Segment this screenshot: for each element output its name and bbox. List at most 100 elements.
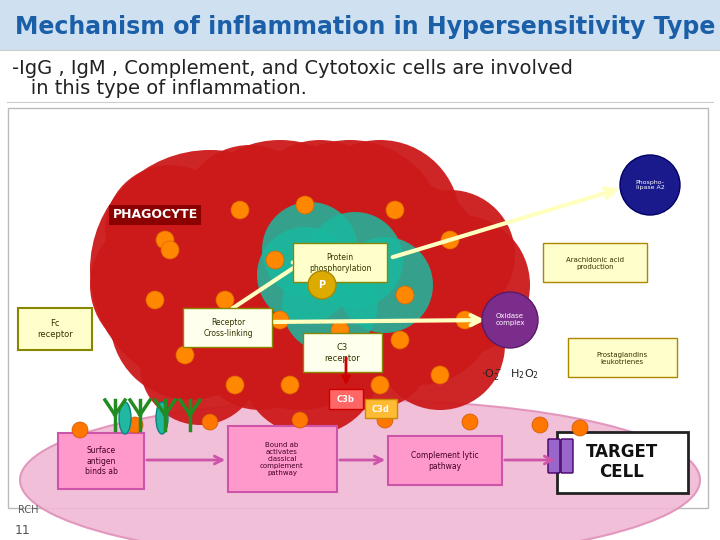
Text: Protein
phosphorylation: Protein phosphorylation (309, 253, 372, 273)
Circle shape (216, 291, 234, 309)
Circle shape (296, 196, 314, 214)
Circle shape (532, 417, 548, 433)
Circle shape (90, 215, 230, 355)
Circle shape (346, 251, 364, 269)
Circle shape (202, 414, 218, 430)
Circle shape (300, 140, 460, 300)
Circle shape (245, 140, 395, 290)
Circle shape (385, 190, 515, 320)
Circle shape (386, 201, 404, 219)
FancyBboxPatch shape (0, 0, 720, 50)
Circle shape (140, 305, 260, 425)
Circle shape (275, 235, 425, 385)
Text: $\cdot$O$_2^-$  H$_2$O$_2$: $\cdot$O$_2^-$ H$_2$O$_2$ (481, 368, 539, 382)
Text: PHAGOCYTE: PHAGOCYTE (112, 208, 197, 221)
Text: Mechanism of inflammation in Hypersensitivity Type II:: Mechanism of inflammation in Hypersensit… (15, 15, 720, 39)
Text: Surface
antigen
binds ab: Surface antigen binds ab (84, 446, 117, 476)
Circle shape (572, 420, 588, 436)
Circle shape (391, 331, 409, 349)
Circle shape (462, 414, 478, 430)
Circle shape (331, 321, 349, 339)
FancyBboxPatch shape (557, 432, 688, 493)
FancyBboxPatch shape (183, 308, 272, 347)
Circle shape (431, 366, 449, 384)
Circle shape (371, 376, 389, 394)
FancyBboxPatch shape (58, 433, 144, 489)
FancyBboxPatch shape (365, 399, 397, 418)
Circle shape (255, 205, 425, 375)
Ellipse shape (20, 400, 700, 540)
Circle shape (220, 250, 380, 410)
Circle shape (262, 202, 358, 298)
Circle shape (156, 231, 174, 249)
Text: C3
receptor: C3 receptor (324, 343, 360, 363)
Circle shape (375, 280, 505, 410)
Circle shape (482, 292, 538, 348)
Circle shape (226, 376, 244, 394)
FancyBboxPatch shape (568, 338, 677, 377)
Circle shape (337, 237, 433, 333)
Circle shape (176, 346, 194, 364)
Text: -IgG , IgM , Complement, and Cytotoxic cells are involved: -IgG , IgM , Complement, and Cytotoxic c… (12, 58, 573, 78)
Circle shape (170, 250, 310, 390)
FancyBboxPatch shape (543, 243, 647, 282)
Circle shape (315, 180, 485, 350)
Circle shape (180, 145, 320, 285)
Text: C3d: C3d (372, 404, 390, 414)
Circle shape (456, 311, 474, 329)
Text: 11: 11 (15, 523, 31, 537)
FancyBboxPatch shape (18, 308, 92, 350)
Circle shape (155, 180, 305, 330)
Text: Oxidase
complex: Oxidase complex (495, 314, 525, 327)
Text: RCH: RCH (18, 505, 38, 515)
Circle shape (255, 140, 445, 330)
FancyBboxPatch shape (228, 426, 337, 492)
Text: Complement lytic
pathway: Complement lytic pathway (411, 451, 479, 471)
Text: Fc
receptor: Fc receptor (37, 319, 73, 339)
Ellipse shape (119, 402, 131, 434)
FancyBboxPatch shape (329, 389, 363, 409)
FancyBboxPatch shape (548, 439, 560, 473)
Text: Bound ab
activates
classical
complement
pathway: Bound ab activates classical complement … (260, 442, 304, 476)
Circle shape (307, 212, 403, 308)
Circle shape (190, 210, 370, 390)
Circle shape (441, 231, 459, 249)
Circle shape (146, 291, 164, 309)
FancyBboxPatch shape (303, 333, 382, 372)
Circle shape (620, 155, 680, 215)
Circle shape (266, 251, 284, 269)
Text: Prostaglandins
leukotrienes: Prostaglandins leukotrienes (596, 352, 647, 365)
Circle shape (281, 376, 299, 394)
Circle shape (127, 417, 143, 433)
Circle shape (90, 150, 330, 390)
Circle shape (390, 215, 530, 355)
Circle shape (305, 280, 435, 410)
Circle shape (110, 240, 270, 400)
Text: P: P (318, 280, 325, 290)
Text: TARGET
CELL: TARGET CELL (586, 443, 658, 481)
Circle shape (240, 295, 380, 435)
Circle shape (180, 140, 380, 340)
Circle shape (257, 227, 353, 323)
Ellipse shape (156, 402, 168, 434)
FancyBboxPatch shape (561, 439, 573, 473)
Text: Phospho-
lipase A2: Phospho- lipase A2 (636, 180, 665, 191)
FancyBboxPatch shape (293, 243, 387, 282)
Circle shape (377, 412, 393, 428)
Circle shape (231, 201, 249, 219)
Text: Arachidonic acid
production: Arachidonic acid production (566, 256, 624, 269)
FancyBboxPatch shape (388, 436, 502, 485)
Circle shape (271, 311, 289, 329)
Circle shape (282, 257, 378, 353)
Circle shape (105, 165, 235, 295)
Circle shape (161, 241, 179, 259)
Circle shape (396, 286, 414, 304)
Text: C3b: C3b (337, 395, 355, 403)
Circle shape (308, 271, 336, 299)
Text: in this type of inflammation.: in this type of inflammation. (12, 78, 307, 98)
Circle shape (195, 280, 325, 410)
FancyBboxPatch shape (8, 108, 708, 508)
Circle shape (345, 235, 495, 385)
Text: Receptor
Cross-linking: Receptor Cross-linking (203, 318, 253, 338)
Circle shape (292, 412, 308, 428)
